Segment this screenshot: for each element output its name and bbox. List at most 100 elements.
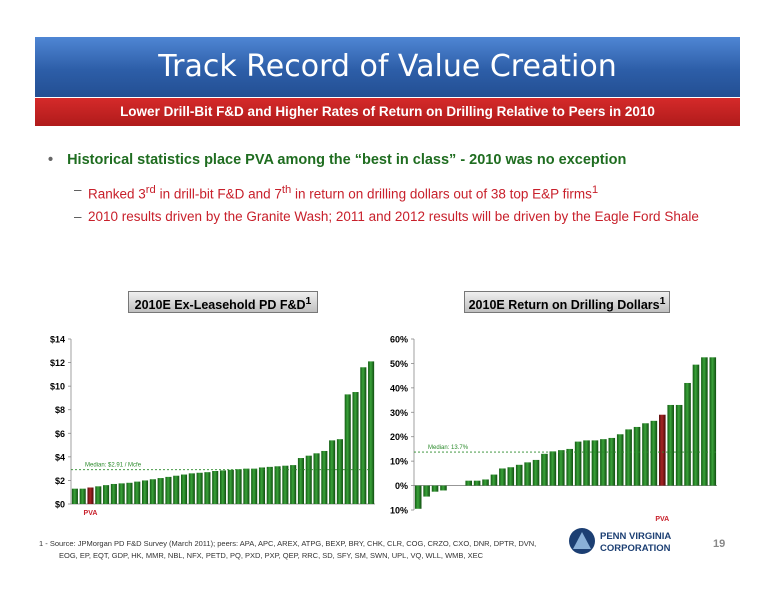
dash-icon: – [74,182,82,197]
peer-bar [329,440,336,504]
y-tick-label: $8 [55,405,65,415]
footnote-line-1: 1 - Source: JPMorgan PD F&D Survey (Marc… [39,539,537,548]
peer-bar [227,469,234,504]
y-tick-label: $14 [50,335,65,345]
peer-bar [532,459,540,486]
peer-bar [431,485,439,492]
subtitle-bar: Lower Drill-Bit F&D and Higher Rates of … [35,98,740,126]
peer-bar [667,404,674,486]
peer-bar [507,467,515,486]
peer-bar [591,440,599,486]
peer-bar [79,488,86,504]
peer-bar [219,470,227,504]
y-tick-label: 40% [390,383,408,393]
peer-bar [266,466,273,504]
peer-bar [515,464,523,486]
footnote-line-2: EOG, EP, EQT, GDP, HK, MMR, NBL, NFX, PE… [59,551,483,560]
main-bullet: • Historical statistics place PVA among t… [48,152,748,168]
peer-bar [126,482,133,504]
title-bar: Track Record of Value Creation [35,37,740,97]
y-tick-label: 0% [395,481,408,491]
y-tick-label: $0 [55,500,65,510]
slide-title: Track Record of Value Creation [158,49,617,84]
peer-bar [642,423,649,486]
peer-bar [118,483,125,504]
logo-line-2: CORPORATION [600,543,671,554]
peer-bar [473,480,481,486]
return-bar-chart: -10% 0% 10% 20% 30% 40% 50% 60% Median: 13.7% PVA [390,335,717,523]
peer-bar [110,483,117,504]
peer-bar [558,450,565,486]
peer-bar [574,441,582,486]
y-tick-label: $6 [55,429,65,439]
peer-bar [235,469,242,504]
y-tick-label: $10 [50,382,65,392]
peer-bar [524,462,531,486]
y-tick-label: 50% [390,359,408,369]
y-tick-label: -10% [390,506,408,516]
peer-bar [204,472,211,504]
sub-bullet-1: – Ranked 3rd in drill-bit F&D and 7th in… [74,180,728,205]
peer-bar [297,458,304,504]
peer-bar [352,392,359,504]
sub1-post: in return on drilling dollars out of 38 … [291,186,592,202]
peer-bar [650,420,658,486]
peer-bar [423,485,430,497]
sub1-pre: Ranked 3 [88,186,146,202]
peer-bar [243,468,250,504]
median-label: Median: 13.7% [428,445,469,451]
pva-label: PVA [655,516,669,523]
peer-bar [583,440,590,486]
chart1-title: 2010E Ex-Leasehold PD F&D1 [128,291,318,313]
peer-bar [541,453,548,486]
peer-bar [71,488,78,504]
peer-bar [274,466,281,504]
peer-bar [321,450,328,504]
peer-bar [709,357,717,486]
median-label: Median: $2.91 / Mcfe [85,463,142,469]
peer-bar [482,479,489,486]
company-logo: PENN VIRGINIA CORPORATION [567,525,687,564]
fd-bar-chart: $0 $2 $4 $6 $8 $10 $12 $14 Median: $2.91 / Mcfe P… [50,335,375,517]
main-bullet-text: Historical statistics place PVA among th… [67,152,627,168]
peer-bar [212,471,219,504]
peer-bar [344,394,351,504]
peer-bar [625,429,632,486]
peer-bar [616,434,624,486]
pva-label: PVA [84,510,98,517]
sub-bullet-2: – 2010 results driven by the Granite Was… [74,207,728,227]
peer-bar [188,473,195,504]
peer-bar [180,474,188,504]
peer-bar [490,474,498,486]
pva-bar [87,487,94,504]
peer-bar [440,485,447,491]
sub2-text: 2010 results driven by the Granite Wash;… [88,209,699,224]
page-number: 19 [713,538,726,550]
peer-bar [313,453,320,504]
peer-bar [251,468,258,504]
chart2-title: 2010E Return on Drilling Dollars1 [464,291,670,313]
peer-bar [142,480,149,504]
y-tick-label: $4 [55,452,65,462]
peer-bar [360,367,367,504]
sub1-footnote-mark: 1 [591,184,599,196]
slide-subtitle: Lower Drill-Bit F&D and Higher Rates of … [120,104,655,119]
peer-bar [103,485,110,504]
peer-bar [684,382,691,486]
pva-bar [659,414,666,486]
sub1-mid: in drill-bit F&D and 7 [155,186,282,202]
logo-triangle-icon [573,532,591,549]
peer-bar [165,476,172,504]
y-tick-label: $2 [55,476,65,486]
y-tick-label: 20% [390,432,408,442]
sub1-sup2: th [281,184,292,196]
peer-bar [282,465,289,504]
footnote: 1 - Source: JPMorgan PD F&D Survey (Marc… [39,538,559,562]
logo-line-1: PENN VIRGINIA [600,531,671,542]
peer-bar [305,455,312,504]
y-tick-label: 10% [390,457,408,467]
bullet-dot-icon: • [48,152,54,168]
peer-bar [368,361,375,504]
peer-bar [600,439,607,486]
y-tick-label: $12 [50,358,65,368]
